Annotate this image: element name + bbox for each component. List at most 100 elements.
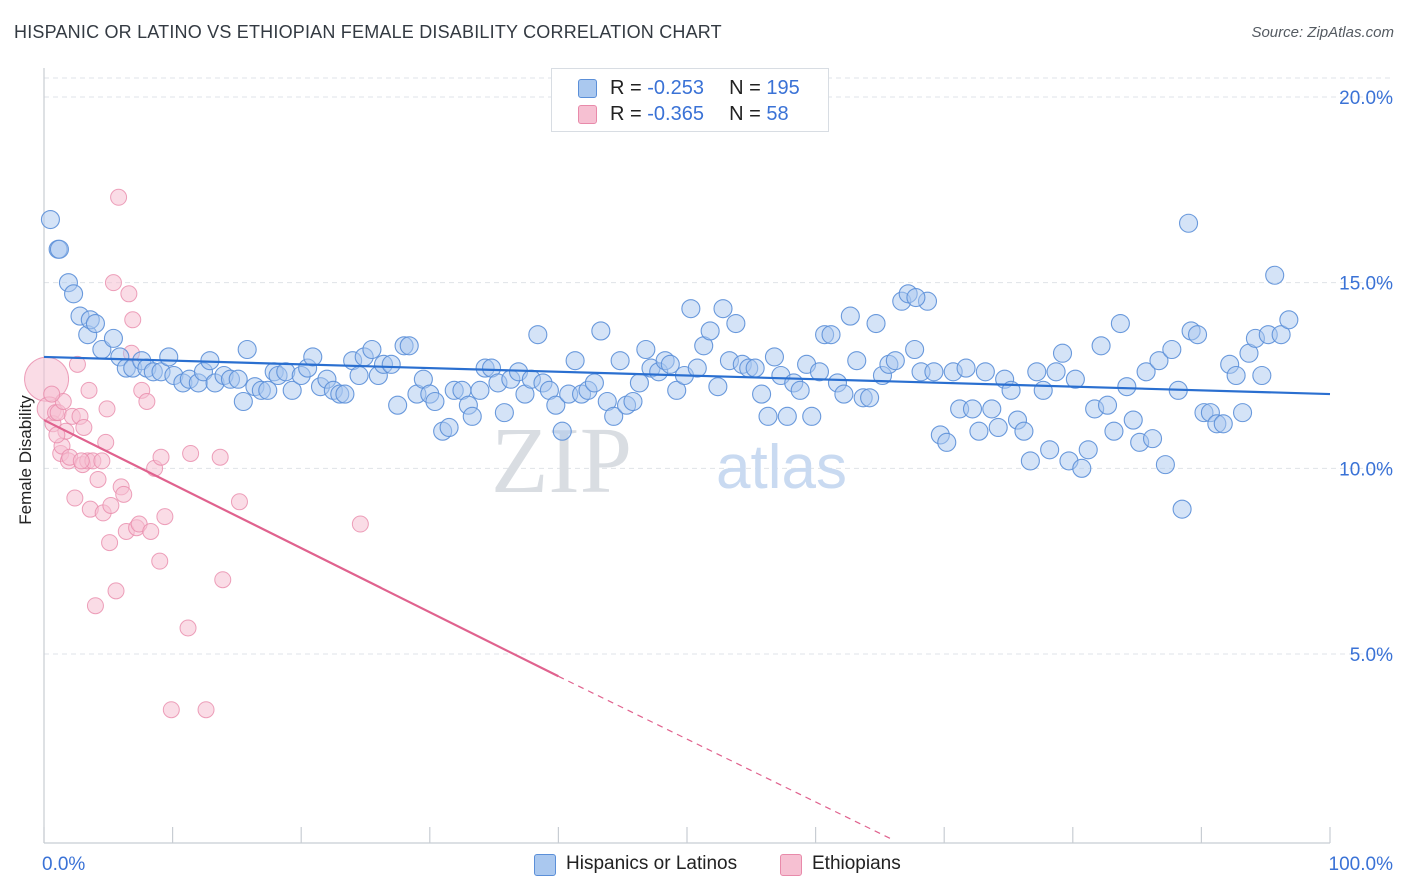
ethiopians-point xyxy=(214,571,232,589)
hispanics-point xyxy=(745,358,765,378)
hispanics-point xyxy=(1040,440,1060,460)
ethiopians-point xyxy=(80,381,98,399)
hispanics-point xyxy=(159,347,179,367)
hispanics-point xyxy=(85,313,105,334)
ethiopians-point xyxy=(43,385,61,403)
ethiopians-point xyxy=(230,493,248,511)
ethiopians-point xyxy=(211,448,229,466)
chart-title: HISPANIC OR LATINO VS ETHIOPIAN FEMALE D… xyxy=(14,22,722,42)
hispanics-point xyxy=(103,328,123,348)
hispanics-point xyxy=(988,417,1008,438)
hispanics-point xyxy=(362,339,382,360)
ethiopians-point xyxy=(156,508,174,526)
ethiopians-point xyxy=(107,582,125,600)
hispanics-point xyxy=(1271,325,1291,345)
hispanics-point xyxy=(1265,265,1285,285)
hispanics-point xyxy=(885,351,905,371)
hispanics-point xyxy=(1178,213,1199,233)
hispanics-point xyxy=(349,365,369,386)
hispanics-points xyxy=(40,209,1299,519)
hispanics-point xyxy=(282,380,302,400)
hispanics-point xyxy=(1252,365,1272,386)
hispanics-point xyxy=(610,351,630,371)
hispanics-point xyxy=(565,351,585,371)
hispanics-point xyxy=(64,284,84,304)
hispanics-point xyxy=(687,358,707,378)
hispanics-point xyxy=(937,432,957,452)
hispanics-point xyxy=(470,380,490,400)
hispanics-point xyxy=(49,239,69,259)
ethiopians-point xyxy=(110,188,128,206)
hispanics-point xyxy=(1014,421,1034,441)
hispanics-point xyxy=(494,403,514,423)
legend-swatch-pink xyxy=(780,854,802,876)
ethiopians-point xyxy=(89,470,107,488)
axes xyxy=(43,68,1331,844)
legend-n-value: 195 xyxy=(766,77,800,99)
ethiopians-point xyxy=(98,400,116,418)
hispanics-point xyxy=(1091,336,1111,356)
hispanics-point xyxy=(1072,458,1092,478)
hispanics-point xyxy=(335,384,355,404)
hispanics-point xyxy=(802,406,822,426)
ethiopians-point xyxy=(68,355,86,373)
hispanics-point xyxy=(708,377,728,397)
hispanics-point xyxy=(821,325,841,345)
correlation-legend: R = -0.253 N = 195 R = -0.365 N = 58 xyxy=(551,68,829,132)
hispanics-point xyxy=(1149,351,1169,371)
hispanics-point xyxy=(906,287,926,308)
ethiopians-points xyxy=(24,188,369,719)
ethiopians-point xyxy=(162,701,180,719)
legend-swatch-blue xyxy=(534,854,556,876)
hispanics-point xyxy=(681,299,701,319)
y-tick-label: 10.0% xyxy=(1339,459,1393,480)
hispanics-point xyxy=(462,406,482,426)
hispanics-point xyxy=(1155,455,1175,475)
hispanics-point xyxy=(1136,362,1156,382)
x-tick-label: 100.0% xyxy=(1329,854,1394,875)
trend-lines xyxy=(43,355,1331,841)
ethiopians-point xyxy=(102,496,120,514)
hispanics-point xyxy=(1279,310,1299,330)
hispanics-point xyxy=(834,384,854,404)
hispanics-point xyxy=(1213,414,1233,434)
hispanics-point xyxy=(237,339,257,360)
legend-label: Hispanics or Latinos xyxy=(566,853,738,874)
hispanics-point xyxy=(1142,429,1163,449)
ethiopians-point xyxy=(72,452,90,470)
hispanics-point xyxy=(1097,395,1118,415)
hispanics-point xyxy=(388,395,408,415)
hispanics-point xyxy=(809,362,830,382)
hispanics-point xyxy=(233,391,253,412)
watermark-atlas: atlas xyxy=(716,433,847,502)
legend-r-label: R = xyxy=(610,77,648,99)
hispanics-point xyxy=(399,336,419,356)
hispanics-point xyxy=(546,395,566,415)
ethiopians-trend-extension xyxy=(558,675,894,841)
ethiopians-point xyxy=(104,274,122,292)
ethiopians-point xyxy=(142,522,160,540)
legend-label: Ethiopians xyxy=(812,853,901,874)
hispanics-point xyxy=(956,358,976,378)
source-label: Source: ZipAtlas.com xyxy=(1251,24,1394,41)
ethiopians-point xyxy=(152,448,170,466)
hispanics-point xyxy=(840,306,860,326)
hispanics-point xyxy=(777,406,797,426)
hispanics-point xyxy=(552,421,572,441)
hispanics-point xyxy=(381,354,401,374)
ethiopians-point xyxy=(197,701,215,719)
ethiopians-point xyxy=(179,619,197,637)
hispanics-point xyxy=(40,209,60,230)
legend-r-value: -0.365 xyxy=(647,103,704,125)
hispanics-point xyxy=(982,399,1002,419)
hispanics-point xyxy=(1123,410,1143,430)
ethiopians-point xyxy=(115,485,133,503)
hispanics-point xyxy=(713,299,733,319)
hispanics-point xyxy=(1052,343,1073,363)
hispanics-trend-line xyxy=(43,355,1331,396)
ethiopians-point xyxy=(151,552,169,570)
ethiopians-point xyxy=(66,489,84,507)
hispanics-point xyxy=(700,321,720,341)
ethiopians-point xyxy=(86,597,104,615)
